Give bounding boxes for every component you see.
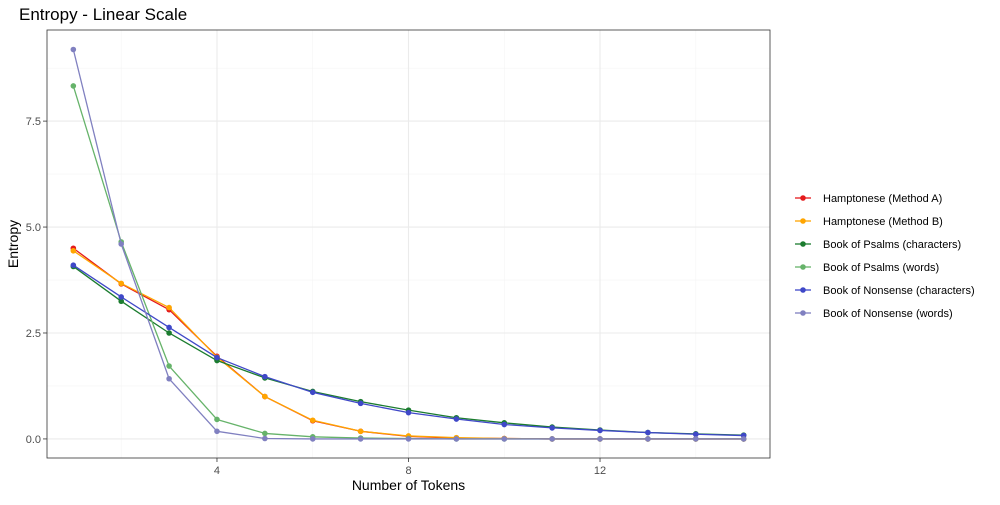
legend-item-1: Hamptonese (Method B) [795,216,943,228]
data-point [70,262,77,268]
data-point [309,436,316,442]
data-point [118,241,125,247]
grid-lines [47,30,770,458]
data-point [692,436,699,442]
legend-label: Book of Nonsense (words) [823,308,953,320]
y-axis-title: Entropy [5,220,21,268]
y-tick-label: 0.0 [26,434,41,446]
data-point [262,430,268,437]
data-point [118,280,125,287]
data-series [70,46,747,442]
data-point [309,417,316,424]
data-point [357,400,364,407]
x-tick-label: 12 [594,465,606,477]
y-tick-label: 2.5 [26,328,41,340]
data-point [357,428,364,435]
data-point [453,416,460,422]
data-point [549,425,555,431]
chart-title: Entropy - Linear Scale [19,5,187,24]
data-point [692,431,699,438]
data-point [405,436,412,442]
legend-key-point [800,310,806,316]
series-5 [70,46,747,442]
legend-item-5: Book of Nonsense (words) [795,308,953,320]
data-point [453,436,460,442]
legend-item-2: Book of Psalms (characters) [795,239,961,251]
data-point [70,247,77,254]
y-tick-label: 5.0 [26,222,41,234]
data-point [740,436,747,442]
data-point [118,298,125,305]
data-point [501,436,508,442]
data-point [214,354,220,361]
data-point [166,304,172,311]
data-point [597,427,603,434]
data-point [214,416,220,423]
data-point [357,436,364,442]
legend: Hamptonese (Method A) Hamptonese (Method … [795,193,975,320]
data-point [166,375,172,382]
data-point [405,409,412,416]
data-point [501,421,508,428]
legend-key-point [800,287,806,293]
x-tick-label: 8 [405,465,411,477]
data-point [214,428,220,435]
axes: 4 8 12 0.0 2.5 5.0 7.5 [26,116,606,477]
data-point [597,436,603,442]
data-point [70,83,77,89]
y-tick-label: 7.5 [26,116,41,128]
legend-item-0: Hamptonese (Method A) [795,193,942,205]
data-point [166,363,172,369]
legend-item-4: Book of Nonsense (characters) [795,285,975,297]
legend-item-3: Book of Psalms (words) [795,262,939,274]
legend-key-point [800,264,806,270]
data-point [166,330,172,336]
data-point [645,436,651,442]
legend-key-point [800,241,806,247]
data-point [70,46,77,53]
legend-key-point [800,195,806,201]
legend-label: Book of Nonsense (characters) [823,285,975,297]
data-point [262,373,268,380]
series-4 [70,262,747,439]
legend-label: Hamptonese (Method B) [823,216,943,228]
legend-label: Book of Psalms (characters) [823,239,961,251]
data-point [549,436,555,442]
data-point [262,435,268,442]
data-point [166,324,172,331]
legend-label: Book of Psalms (words) [823,262,939,274]
legend-label: Hamptonese (Method A) [823,193,942,205]
data-point [645,429,651,436]
data-point [118,294,125,300]
x-tick-label: 4 [214,465,220,477]
legend-key-point [800,218,806,224]
data-point [309,389,316,396]
x-axis-title: Number of Tokens [352,477,465,493]
data-point [262,393,268,400]
